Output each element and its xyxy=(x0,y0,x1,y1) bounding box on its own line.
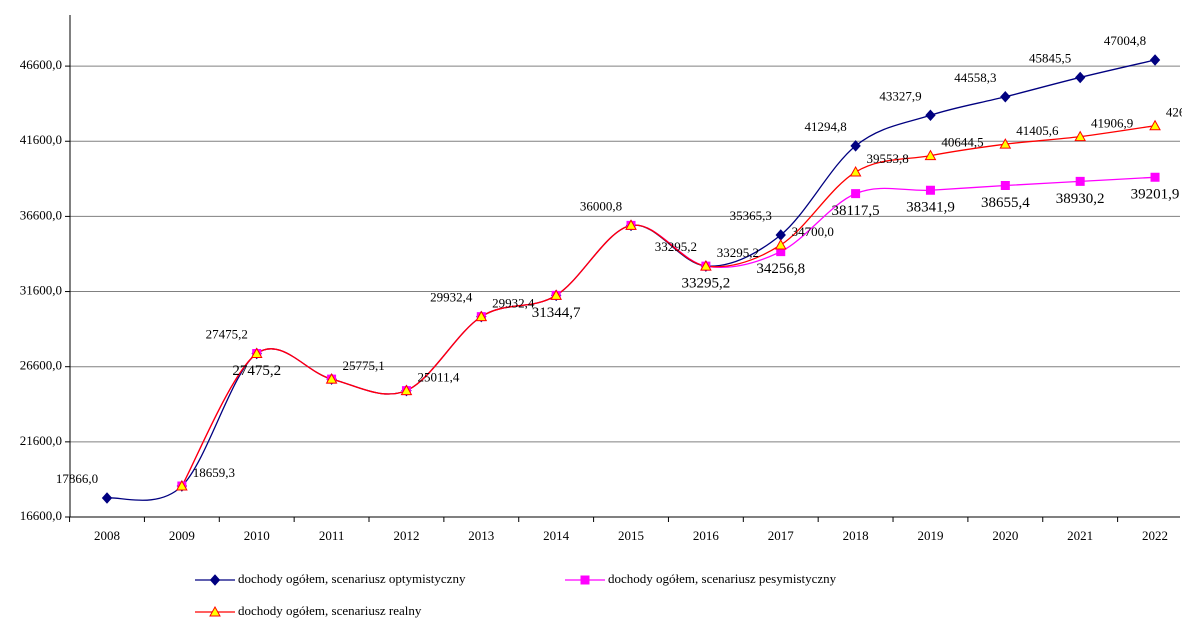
data-point xyxy=(850,140,861,152)
data-label: 47004,8 xyxy=(1104,33,1146,48)
data-label: 44558,3 xyxy=(954,70,996,85)
data-point xyxy=(101,492,113,504)
data-point xyxy=(1149,119,1161,131)
data-label: 45845,5 xyxy=(1029,50,1071,65)
data-label: 41294,8 xyxy=(804,119,846,134)
data-label: 39201,9 xyxy=(1131,187,1180,203)
legend-marker xyxy=(209,574,221,586)
data-point xyxy=(1075,71,1086,84)
data-label: 29932,4 xyxy=(430,290,473,305)
data-point xyxy=(1075,176,1085,186)
x-tick-label: 2018 xyxy=(843,528,869,543)
legend-marker xyxy=(209,605,221,617)
x-tick-label: 2013 xyxy=(468,528,494,543)
y-tick-label: 21600,0 xyxy=(20,433,62,448)
data-point xyxy=(250,347,263,359)
series-line xyxy=(181,176,1156,487)
data-point xyxy=(176,480,188,491)
data-point xyxy=(925,185,935,195)
legend-label: dochody ogółem, scenariusz optymistyczny xyxy=(238,571,466,586)
data-label: 29932,4 xyxy=(492,296,535,311)
data-label: 33295,2 xyxy=(682,276,731,292)
data-label: 34700,0 xyxy=(792,224,834,239)
y-tick-label: 36600,0 xyxy=(20,207,62,222)
x-tick-label: 2017 xyxy=(768,528,795,543)
data-label: 40644,5 xyxy=(941,135,983,150)
data-label: 33295,2 xyxy=(717,245,759,260)
data-label: 41906,9 xyxy=(1091,116,1133,131)
data-point xyxy=(1074,130,1087,142)
data-label: 27475,2 xyxy=(232,363,281,379)
y-tick-label: 26600,0 xyxy=(20,358,62,373)
data-label: 38655,4 xyxy=(981,195,1030,211)
x-tick-label: 2009 xyxy=(169,528,195,543)
x-tick-label: 2010 xyxy=(244,528,270,543)
x-tick-label: 2015 xyxy=(618,528,644,543)
x-tick-label: 2019 xyxy=(917,528,943,543)
y-tick-label: 41600,0 xyxy=(20,132,62,147)
data-point xyxy=(325,373,338,384)
x-tick-label: 2016 xyxy=(693,528,720,543)
data-point xyxy=(1149,54,1161,66)
data-point xyxy=(1150,172,1160,182)
data-point xyxy=(700,260,712,271)
data-label: 25011,4 xyxy=(418,370,460,385)
data-label: 43327,9 xyxy=(879,88,921,103)
data-label: 27475,2 xyxy=(206,327,248,342)
data-label: 31344,7 xyxy=(532,305,581,321)
legend-label: dochody ogółem, scenariusz pesymistyczny xyxy=(608,571,837,586)
data-label: 42632,8 xyxy=(1166,105,1182,120)
data-label: 41405,6 xyxy=(1016,123,1059,138)
data-point xyxy=(999,138,1012,149)
legend-marker xyxy=(580,575,590,585)
data-label: 17866,0 xyxy=(56,471,98,486)
y-tick-label: 46600,0 xyxy=(20,57,62,72)
data-label: 18659,3 xyxy=(193,465,235,480)
data-point xyxy=(475,310,488,322)
data-point xyxy=(1000,91,1011,103)
data-point xyxy=(774,238,787,250)
data-label: 38117,5 xyxy=(831,203,879,219)
x-tick-label: 2011 xyxy=(319,528,345,543)
data-label: 36000,8 xyxy=(580,198,622,213)
x-tick-label: 2008 xyxy=(94,528,120,543)
x-tick-label: 2012 xyxy=(393,528,419,543)
data-point xyxy=(925,109,936,122)
x-tick-label: 2014 xyxy=(543,528,570,543)
x-tick-label: 2022 xyxy=(1142,528,1168,543)
y-tick-label: 31600,0 xyxy=(20,283,62,298)
data-point xyxy=(625,219,637,230)
data-point xyxy=(851,189,861,199)
data-label: 34256,8 xyxy=(756,261,805,277)
series-line xyxy=(181,125,1156,487)
data-label: 38930,2 xyxy=(1056,191,1105,207)
series-line xyxy=(106,59,1156,501)
data-label: 33295,2 xyxy=(655,239,697,254)
legend-label: dochody ogółem, scenariusz realny xyxy=(238,603,422,618)
data-label: 35365,3 xyxy=(730,208,772,223)
data-point xyxy=(550,289,563,300)
data-label: 38341,9 xyxy=(906,200,955,216)
y-tick-label: 16600,0 xyxy=(20,508,62,523)
data-label: 39553,8 xyxy=(866,151,908,166)
data-point xyxy=(849,165,862,177)
x-tick-label: 2021 xyxy=(1067,528,1093,543)
data-point xyxy=(1000,181,1010,191)
data-point xyxy=(400,384,413,396)
data-label: 25775,1 xyxy=(342,358,384,373)
data-point xyxy=(924,149,937,161)
x-tick-label: 2020 xyxy=(992,528,1018,543)
